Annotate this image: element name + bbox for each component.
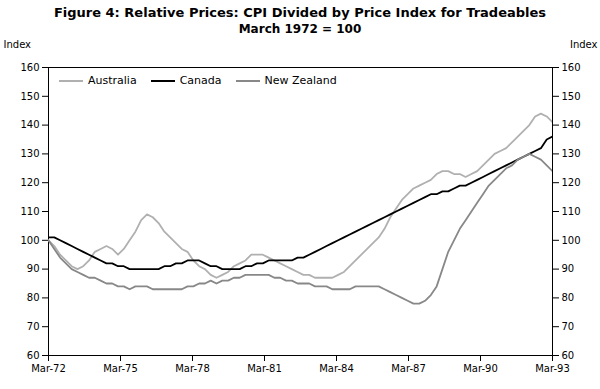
svg-text:160: 160 [20,62,39,73]
svg-text:140: 140 [20,119,39,130]
svg-text:90: 90 [27,263,40,274]
svg-text:90: 90 [562,263,575,274]
html-text:Figure 4: Relative Prices: CPI: Figure 4: Relative Prices: CPI Divided b… [53,5,547,20]
svg-text:150: 150 [20,91,39,102]
svg-text:150: 150 [562,91,581,102]
svg-text:Mar-93: Mar-93 [535,363,570,374]
svg-text:Mar-81: Mar-81 [247,363,282,374]
svg-text:Index: Index [570,39,598,50]
svg-text:60: 60 [27,350,40,361]
svg-text:100: 100 [562,235,581,246]
svg-text:100: 100 [20,235,39,246]
svg-text:70: 70 [27,321,40,332]
svg-text:Mar-75: Mar-75 [103,363,138,374]
svg-text:130: 130 [20,148,39,159]
html-text:Canada: Canada [179,74,222,87]
svg-text:120: 120 [562,177,581,188]
svg-text:Mar-78: Mar-78 [175,363,210,374]
svg-text:110: 110 [562,206,581,217]
svg-text:Mar-90: Mar-90 [463,363,498,374]
html-text:Australia: Australia [88,74,137,87]
svg-text:70: 70 [562,321,575,332]
svg-text:Mar-87: Mar-87 [391,363,426,374]
svg-text:160: 160 [562,62,581,73]
svg-text:80: 80 [27,292,40,303]
svg-text:Mar-72: Mar-72 [31,363,66,374]
svg-text:140: 140 [562,119,581,130]
svg-text:Mar-84: Mar-84 [319,363,354,374]
svg-text:80: 80 [562,292,575,303]
svg-text:110: 110 [20,206,39,217]
html-text:New Zealand: New Zealand [264,74,337,87]
svg-text:Index: Index [4,39,32,50]
svg-text:60: 60 [562,350,575,361]
html-text:March 1972 = 100: March 1972 = 100 [238,22,362,36]
svg-text:130: 130 [562,148,581,159]
svg-text:120: 120 [20,177,39,188]
